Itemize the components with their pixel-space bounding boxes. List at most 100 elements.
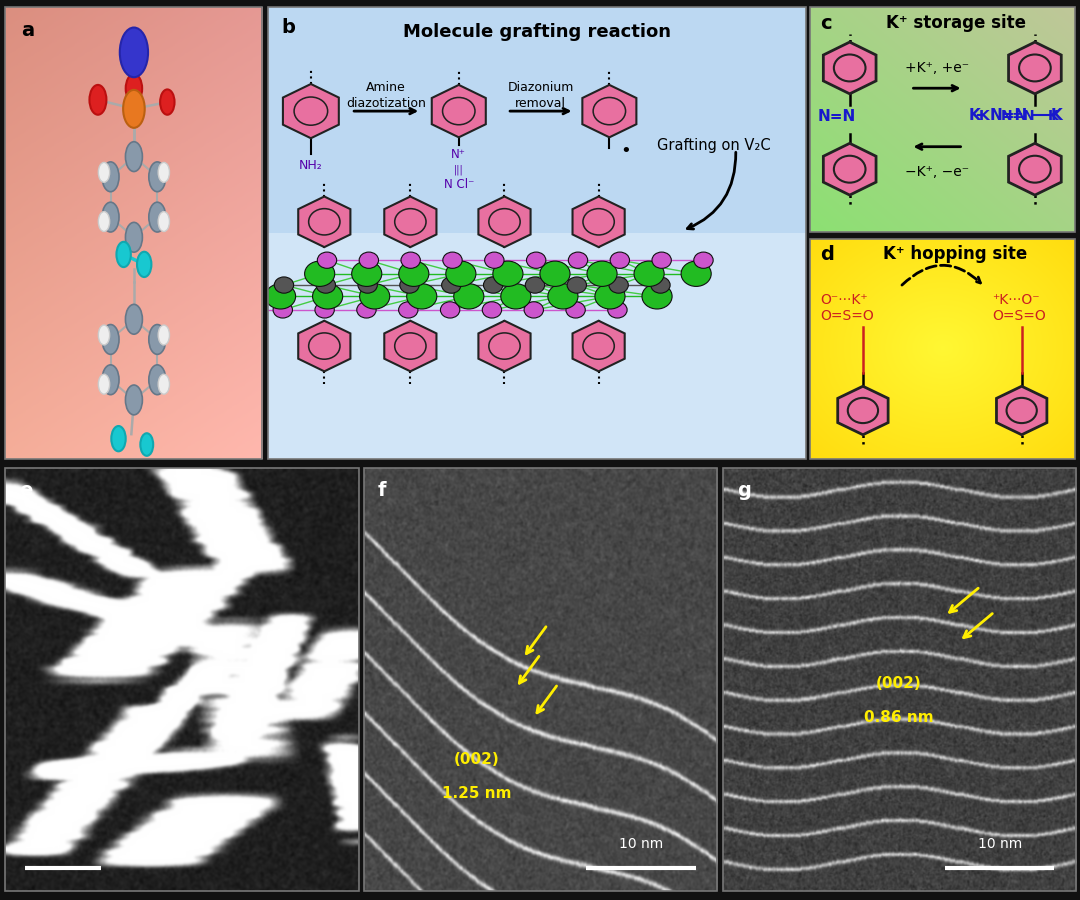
Polygon shape xyxy=(582,85,636,138)
Text: 0.86 nm: 0.86 nm xyxy=(864,710,934,724)
Text: O=S=O: O=S=O xyxy=(993,310,1047,323)
Circle shape xyxy=(567,277,586,293)
Circle shape xyxy=(140,433,153,455)
Circle shape xyxy=(158,325,170,345)
Circle shape xyxy=(360,284,390,309)
Polygon shape xyxy=(478,320,530,372)
Polygon shape xyxy=(384,320,436,372)
Polygon shape xyxy=(572,196,624,248)
Circle shape xyxy=(158,212,170,231)
Polygon shape xyxy=(298,196,350,248)
Circle shape xyxy=(98,325,110,345)
Circle shape xyxy=(609,277,629,293)
Circle shape xyxy=(524,302,543,318)
Circle shape xyxy=(316,277,336,293)
Text: K: K xyxy=(980,109,990,123)
Text: (002): (002) xyxy=(876,676,922,691)
Text: |||: ||| xyxy=(454,165,463,175)
Circle shape xyxy=(318,252,337,268)
Text: 1.25 nm: 1.25 nm xyxy=(442,786,512,801)
Text: a: a xyxy=(21,21,33,40)
Circle shape xyxy=(443,252,462,268)
Text: 2 μm: 2 μm xyxy=(25,837,60,850)
Text: b: b xyxy=(281,19,295,38)
Circle shape xyxy=(98,162,110,183)
Text: N Cl⁻: N Cl⁻ xyxy=(444,178,474,191)
Text: f: f xyxy=(378,481,387,500)
Circle shape xyxy=(158,374,170,394)
Text: •: • xyxy=(620,142,631,160)
Circle shape xyxy=(360,252,378,268)
Circle shape xyxy=(441,302,460,318)
Text: −K⁺, −e⁻: −K⁺, −e⁻ xyxy=(905,165,969,179)
Circle shape xyxy=(90,85,107,114)
Text: Diazonium: Diazonium xyxy=(508,81,573,94)
Text: Amine: Amine xyxy=(366,81,406,94)
Circle shape xyxy=(501,284,531,309)
Circle shape xyxy=(442,277,461,293)
Circle shape xyxy=(103,162,119,192)
Circle shape xyxy=(149,162,165,192)
Circle shape xyxy=(526,252,545,268)
Polygon shape xyxy=(823,42,876,94)
Text: 10 nm: 10 nm xyxy=(977,837,1022,850)
Circle shape xyxy=(407,284,436,309)
Text: g: g xyxy=(737,481,751,500)
Text: Molecule grafting reaction: Molecule grafting reaction xyxy=(403,23,671,41)
Polygon shape xyxy=(1009,143,1062,195)
Circle shape xyxy=(149,325,165,355)
Circle shape xyxy=(401,252,420,268)
Text: e: e xyxy=(19,481,32,500)
Text: Grafting on V₂C: Grafting on V₂C xyxy=(658,139,771,153)
Circle shape xyxy=(485,252,504,268)
Circle shape xyxy=(642,284,672,309)
Polygon shape xyxy=(298,320,350,372)
Circle shape xyxy=(483,302,501,318)
Polygon shape xyxy=(997,386,1047,435)
Circle shape xyxy=(540,261,570,286)
Circle shape xyxy=(125,385,143,415)
Text: removal: removal xyxy=(515,96,566,110)
Circle shape xyxy=(231,302,251,318)
Polygon shape xyxy=(838,386,888,435)
Circle shape xyxy=(484,277,503,293)
Circle shape xyxy=(446,261,476,286)
Circle shape xyxy=(399,302,418,318)
Text: O=S=O: O=S=O xyxy=(821,310,875,323)
Circle shape xyxy=(137,252,151,277)
Circle shape xyxy=(568,252,588,268)
Polygon shape xyxy=(478,196,530,248)
Circle shape xyxy=(652,252,672,268)
Text: (002): (002) xyxy=(454,752,500,767)
Polygon shape xyxy=(283,84,339,139)
Text: ⁺K···O⁻: ⁺K···O⁻ xyxy=(993,292,1040,307)
Circle shape xyxy=(103,364,119,395)
Polygon shape xyxy=(572,320,624,372)
Polygon shape xyxy=(384,196,436,248)
Circle shape xyxy=(125,141,143,172)
Circle shape xyxy=(681,261,712,286)
Circle shape xyxy=(274,277,294,293)
Text: K: K xyxy=(1050,108,1062,122)
Text: K⁺ hopping site: K⁺ hopping site xyxy=(883,245,1028,263)
Circle shape xyxy=(315,302,335,318)
Circle shape xyxy=(120,28,148,77)
Text: NH₂: NH₂ xyxy=(299,158,323,172)
Circle shape xyxy=(399,261,429,286)
Circle shape xyxy=(273,302,293,318)
Circle shape xyxy=(693,252,713,268)
Circle shape xyxy=(149,364,165,395)
Circle shape xyxy=(117,242,131,267)
Circle shape xyxy=(595,284,625,309)
Circle shape xyxy=(566,302,585,318)
Circle shape xyxy=(123,90,145,128)
Circle shape xyxy=(548,284,578,309)
Circle shape xyxy=(98,212,110,231)
Text: N⁺: N⁺ xyxy=(451,148,467,161)
Polygon shape xyxy=(1009,42,1062,94)
Circle shape xyxy=(357,277,377,293)
Text: O⁻···K⁺: O⁻···K⁺ xyxy=(821,292,868,307)
Text: $\!\!$N=N: $\!\!$N=N xyxy=(1000,109,1035,123)
Circle shape xyxy=(454,284,484,309)
Circle shape xyxy=(149,202,165,232)
